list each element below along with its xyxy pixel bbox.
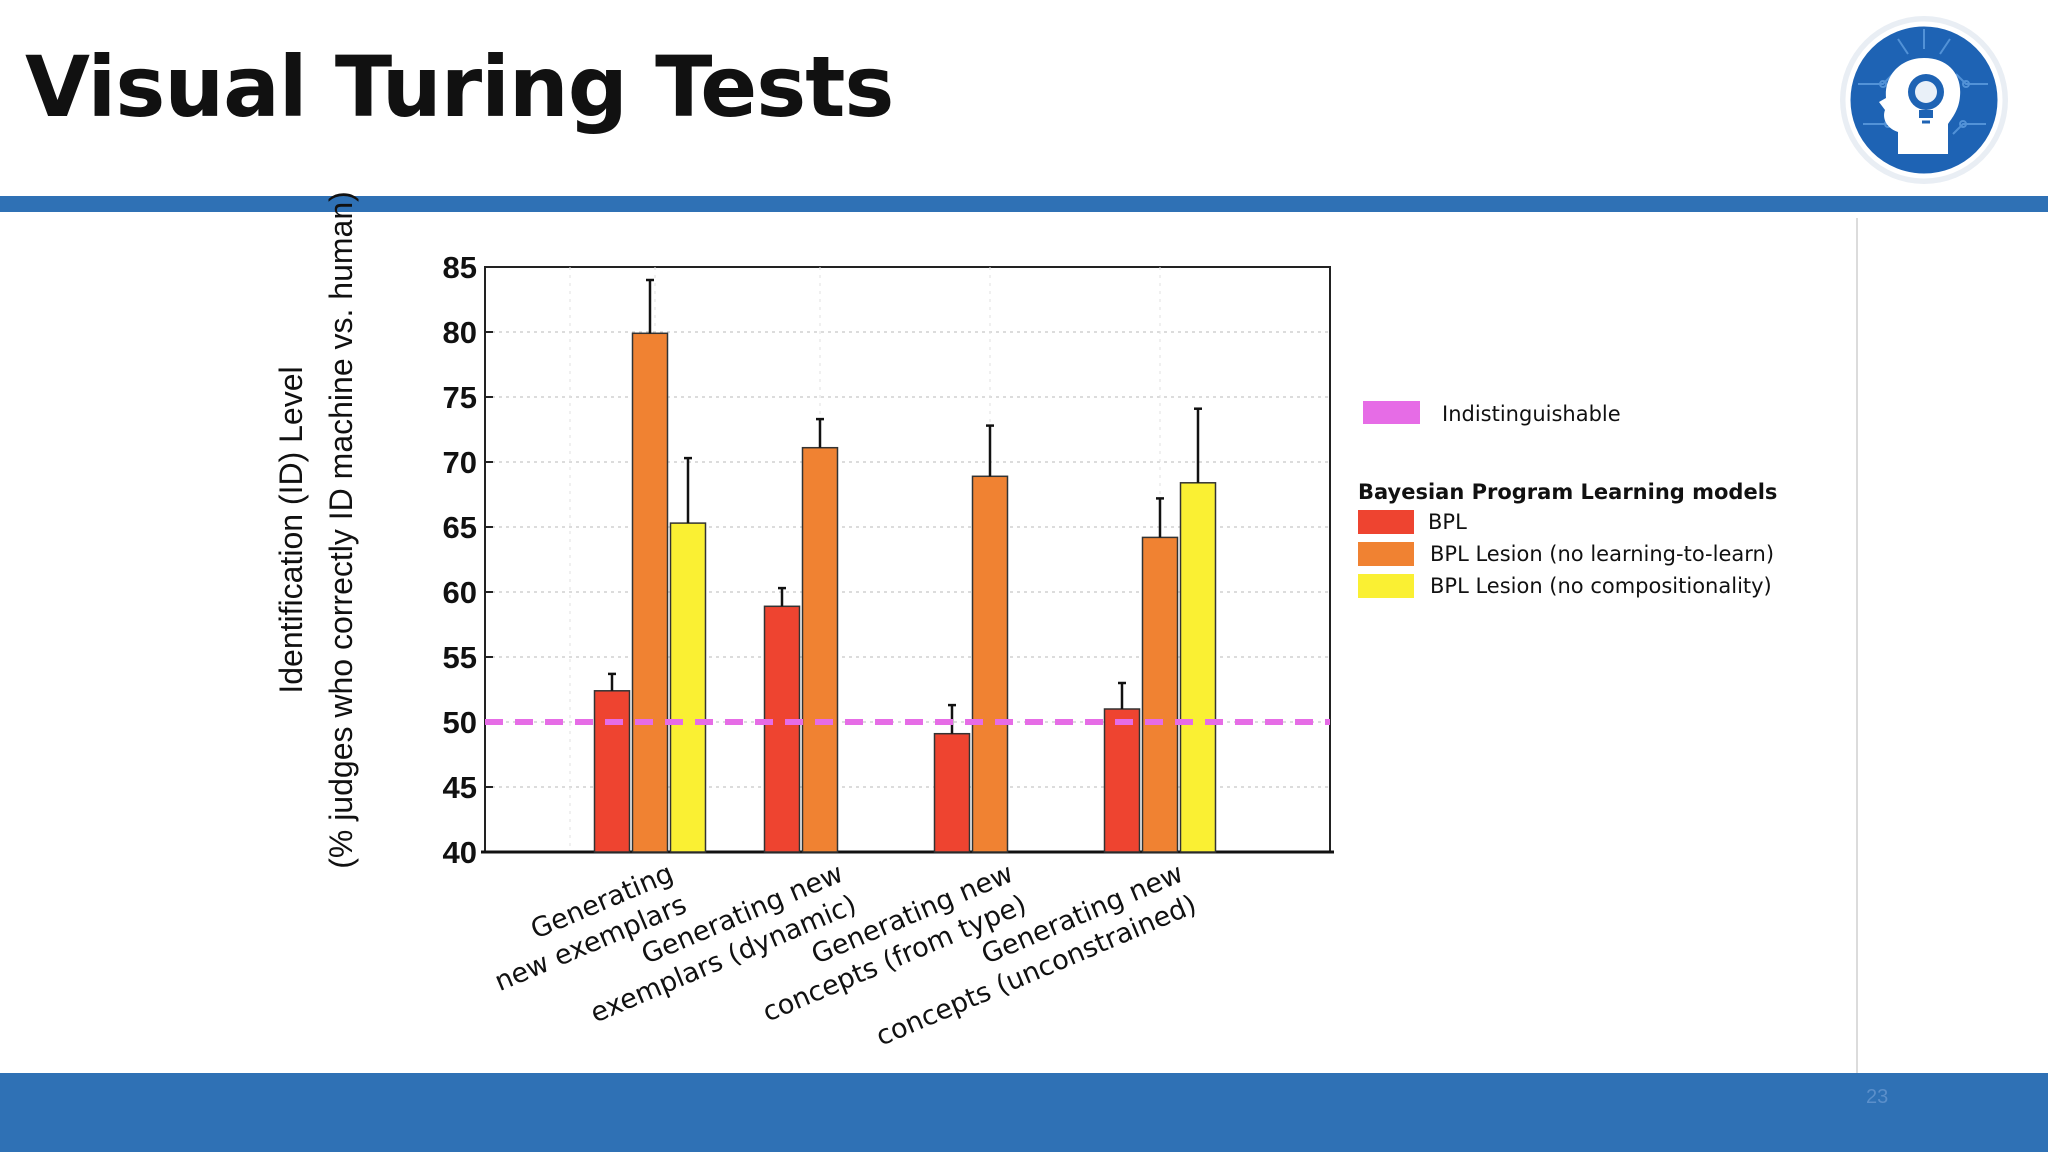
legend-label: BPL Lesion (no learning-to-learn) xyxy=(1430,542,1774,566)
y-tick-label: 80 xyxy=(443,315,477,350)
y-tick-label: 55 xyxy=(443,640,477,675)
y-axis-title: Identification (ID) Level xyxy=(273,366,309,693)
bar xyxy=(801,446,839,853)
bar xyxy=(1179,482,1217,853)
bar xyxy=(1103,708,1141,853)
legend-label: BPL Lesion (no compositionality) xyxy=(1430,574,1772,598)
y-tick-label: 50 xyxy=(443,705,477,740)
y-tick-label: 40 xyxy=(443,835,477,870)
legend-swatch-indistinguishable xyxy=(1363,401,1420,424)
legend-group-title: Bayesian Program Learning models xyxy=(1358,480,1777,504)
y-tick-label: 75 xyxy=(443,380,477,415)
bar xyxy=(971,475,1009,853)
bar xyxy=(631,332,669,853)
bar xyxy=(593,690,631,853)
slide-right-divider xyxy=(1856,218,1858,1073)
legend-label: BPL xyxy=(1428,510,1467,534)
header-accent-bar xyxy=(0,196,2048,212)
brain-lightbulb-head-icon xyxy=(1840,16,2008,184)
y-axis-subtitle: (% judges who correctly ID machine vs. h… xyxy=(323,191,359,869)
legend-label-indistinguishable: Indistinguishable xyxy=(1442,402,1621,426)
bar xyxy=(933,732,971,853)
y-tick-label: 45 xyxy=(443,770,477,805)
bar xyxy=(669,522,707,853)
footer-accent-bar xyxy=(0,1073,2048,1152)
y-tick-label: 65 xyxy=(443,510,477,545)
legend-swatch xyxy=(1358,542,1414,566)
y-tick-label: 85 xyxy=(443,250,477,285)
y-tick-label: 70 xyxy=(443,445,477,480)
legend-swatch xyxy=(1358,574,1414,598)
legend-swatch xyxy=(1358,510,1414,534)
bar xyxy=(1141,536,1179,853)
y-tick-label: 60 xyxy=(443,575,477,610)
bar xyxy=(763,605,801,853)
slide-title: Visual Turing Tests xyxy=(25,38,894,136)
slide-number: 23 xyxy=(1866,1086,1889,1108)
